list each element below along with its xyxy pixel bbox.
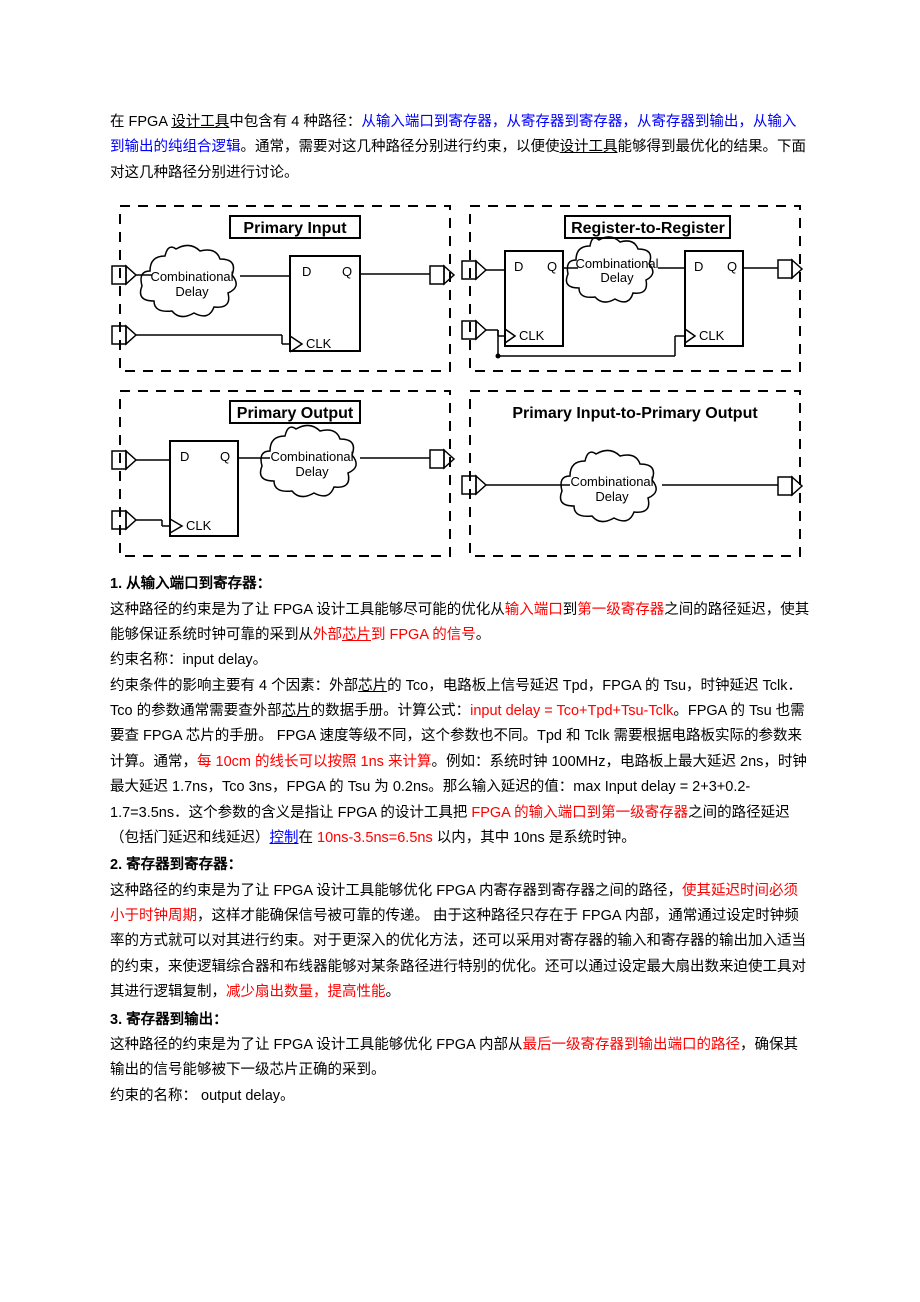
svg-text:D: D: [514, 259, 523, 274]
svg-text:Delay: Delay: [600, 270, 634, 285]
text: 。: [476, 627, 491, 643]
svg-text:Combinational: Combinational: [270, 449, 353, 464]
highlight-reduce-fanout: 减少扇出数量，提高性能: [226, 984, 386, 1000]
svg-text:Primary Input: Primary Input: [243, 220, 347, 237]
svg-text:D: D: [694, 259, 703, 274]
svg-text:Register-to-Register: Register-to-Register: [571, 220, 725, 237]
svg-text:Combinational: Combinational: [575, 256, 658, 271]
text: 这种路径的约束是为了让 FPGA 设计工具能够优化 FPGA 内部从: [110, 1037, 522, 1053]
highlight-65ns: 10ns-3.5ns=6.5ns: [317, 830, 433, 846]
text: 到: [563, 602, 578, 618]
svg-text:Delay: Delay: [595, 489, 629, 504]
svg-text:CLK: CLK: [186, 518, 212, 533]
svg-text:Primary Output: Primary Output: [237, 405, 354, 422]
text: 。通常，需要对这几种路径分别进行约束，以便使: [241, 139, 560, 155]
text: 的数据手册。计算公式：: [311, 703, 471, 719]
highlight-first-reg: 第一级寄存器: [577, 602, 664, 618]
text: 这种路径的约束是为了让 FPGA 设计工具能够尽可能的优化从: [110, 602, 505, 618]
text: 以内，其中 10ns 是系统时钟。: [433, 830, 636, 846]
intro-paragraph: 在 FPGA 设计工具中包含有 4 种路径：从输入端口到寄存器，从寄存器到寄存器…: [110, 110, 810, 186]
section-1-title: 1. 从输入端口到寄存器：: [110, 572, 810, 597]
svg-text:D: D: [180, 449, 189, 464]
text: 中包含有 4 种路径：: [229, 114, 361, 130]
svg-text:CLK: CLK: [306, 336, 332, 351]
section-1-p2: 约束名称：input delay。: [110, 648, 810, 673]
link-chip-2[interactable]: 芯片: [358, 678, 387, 694]
section-3-p2: 约束的名称： output delay。: [110, 1084, 810, 1109]
highlight-to-fpga: 到 FPGA 的信号: [371, 627, 476, 643]
section-1-p3: 约束条件的影响主要有 4 个因素：外部芯片的 Tco，电路板上信号延迟 Tpd，…: [110, 674, 810, 852]
text: 。: [386, 984, 401, 1000]
svg-text:Q: Q: [547, 259, 557, 274]
link-design-tool-2[interactable]: 设计工具: [560, 139, 618, 155]
text: 这种路径的约束是为了让 FPGA 设计工具能够优化 FPGA 内寄存器到寄存器之…: [110, 883, 682, 899]
section-3-p1: 这种路径的约束是为了让 FPGA 设计工具能够优化 FPGA 内部从最后一级寄存…: [110, 1033, 810, 1084]
svg-text:Combinational: Combinational: [150, 269, 233, 284]
svg-text:Q: Q: [220, 449, 230, 464]
section-2-title: 2. 寄存器到寄存器：: [110, 853, 810, 878]
svg-text:D: D: [302, 264, 311, 279]
svg-text:Combinational: Combinational: [570, 474, 653, 489]
highlight-external: 外部: [313, 627, 342, 643]
highlight-input-port: 输入端口: [505, 602, 563, 618]
timing-paths-diagram: Primary Input Combinational Delay D Q CL…: [110, 196, 810, 566]
svg-text:CLK: CLK: [519, 328, 545, 343]
link-design-tool[interactable]: 设计工具: [171, 114, 229, 130]
highlight-formula: input delay = Tco+Tpd+Tsu-Tclk: [470, 703, 673, 719]
highlight-10cm: 每 10cm 的线长可以按照 1ns 来计算: [197, 754, 431, 770]
svg-text:Primary Input-to-Primary Outpu: Primary Input-to-Primary Output: [512, 405, 758, 422]
section-1-p1: 这种路径的约束是为了让 FPGA 设计工具能够尽可能的优化从输入端口到第一级寄存…: [110, 598, 810, 649]
text: 在 FPGA: [110, 114, 171, 130]
text: 在: [299, 830, 318, 846]
svg-text:Q: Q: [727, 259, 737, 274]
link-chip-3[interactable]: 芯片: [282, 703, 311, 719]
svg-text:Delay: Delay: [175, 284, 209, 299]
link-chip[interactable]: 芯片: [342, 627, 371, 643]
section-3-title: 3. 寄存器到输出：: [110, 1008, 810, 1033]
svg-text:Delay: Delay: [295, 464, 329, 479]
highlight-last-reg-out: 最后一级寄存器到输出端口的路径: [522, 1037, 740, 1053]
section-2-p1: 这种路径的约束是为了让 FPGA 设计工具能够优化 FPGA 内寄存器到寄存器之…: [110, 879, 810, 1006]
highlight-port-reg: FPGA 的输入端口到第一级寄存器: [471, 805, 688, 821]
svg-text:CLK: CLK: [699, 328, 725, 343]
text: ，这样才能确保信号被可靠的传递。 由于这种路径只存在于 FPGA 内部，通常通过…: [110, 908, 806, 1000]
svg-text:Q: Q: [342, 264, 352, 279]
link-control[interactable]: 控制: [270, 830, 299, 846]
text: 约束条件的影响主要有 4 个因素：外部: [110, 678, 358, 694]
